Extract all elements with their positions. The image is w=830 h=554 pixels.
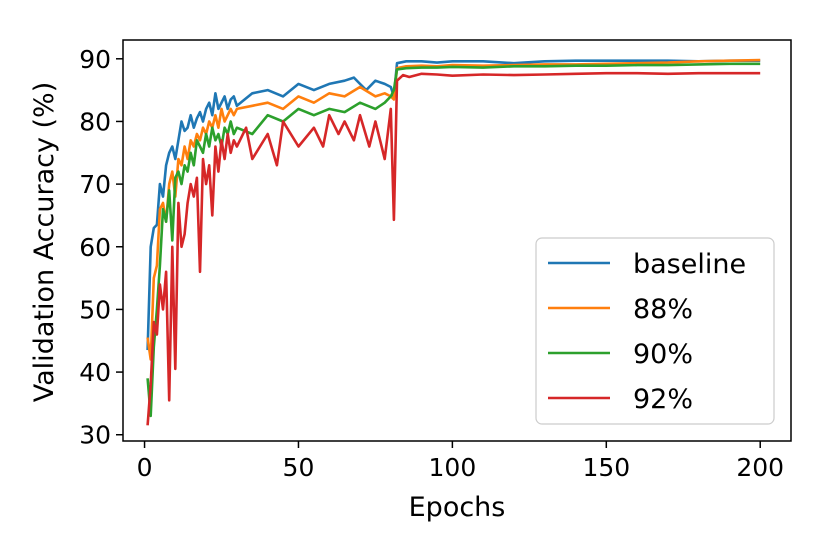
legend-label-0: baseline: [633, 249, 746, 280]
y-tick-label: 50: [79, 295, 111, 324]
legend-label-2: 90%: [633, 339, 693, 370]
y-tick-label: 90: [79, 45, 111, 74]
x-axis-ticks: 0 50 100 150 200: [137, 441, 784, 482]
series-line-0: [146, 59, 761, 351]
legend-label-3: 92%: [633, 384, 693, 415]
x-tick-label: 100: [429, 453, 477, 482]
plot-lines: [146, 58, 761, 426]
legend-box: [535, 237, 775, 425]
y-axis-ticks: 30 40 50 60 70 80 90: [79, 45, 123, 450]
y-axis-label: Validation Accuracy (%): [29, 82, 60, 402]
series-line-2: [146, 62, 761, 418]
y-tick-label: 70: [79, 170, 111, 199]
y-tick-label: 60: [79, 233, 111, 262]
x-tick-label: 150: [582, 453, 630, 482]
x-tick-label: 0: [137, 453, 153, 482]
series-line-1: [146, 58, 761, 361]
legend: baseline 88% 90% 92%: [535, 237, 775, 425]
x-tick-label: 200: [736, 453, 784, 482]
y-tick-label: 40: [79, 358, 111, 387]
axes-frame: [122, 39, 792, 442]
x-tick-label: 50: [283, 453, 315, 482]
y-tick-label: 80: [79, 107, 111, 136]
series-line-3: [146, 71, 761, 426]
x-axis-label: Epochs: [409, 492, 506, 523]
legend-label-1: 88%: [633, 294, 693, 325]
y-tick-label: 30: [79, 421, 111, 450]
